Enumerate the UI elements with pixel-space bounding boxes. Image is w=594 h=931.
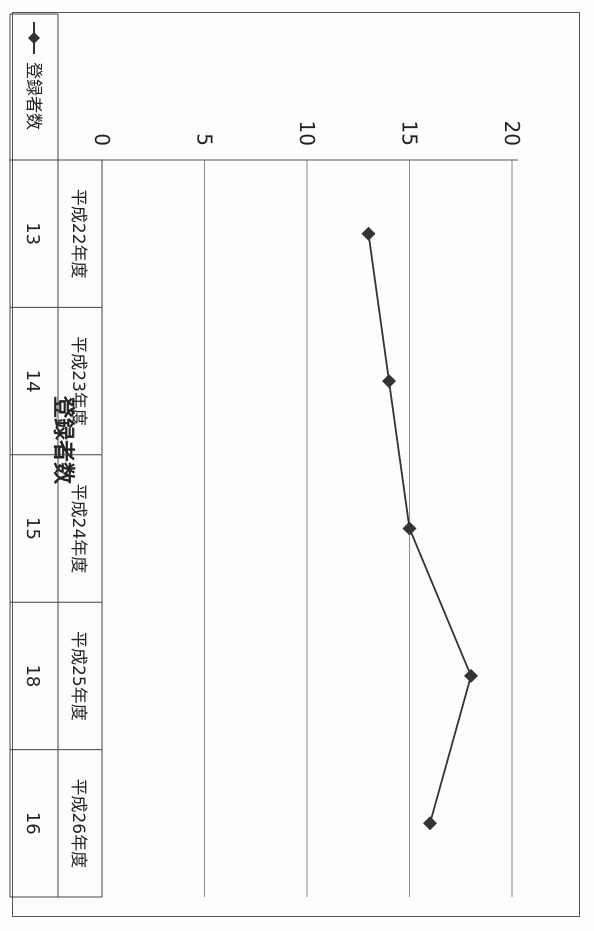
legend-marker xyxy=(28,32,40,44)
category-label: 平成22年度 xyxy=(68,189,88,279)
category-label: 平成23年度 xyxy=(68,336,88,426)
data-table-value: 18 xyxy=(22,664,43,687)
data-point-marker xyxy=(382,374,396,389)
data-point-marker xyxy=(361,226,376,241)
legend-label: 登録者数 xyxy=(23,62,43,130)
chart-title: 登録者数 xyxy=(50,395,76,485)
data-point-marker xyxy=(423,816,437,831)
y-tick-label: 15 xyxy=(398,121,422,146)
category-label: 平成25年度 xyxy=(68,631,88,721)
data-table-value: 16 xyxy=(22,812,43,835)
chart-frame xyxy=(12,12,580,917)
data-table-value: 13 xyxy=(22,222,43,245)
y-axis-ticks: 0 5 10 15 20 xyxy=(90,121,524,146)
y-tick-label: 10 xyxy=(295,121,319,146)
series-line xyxy=(367,233,472,824)
data-point-marker xyxy=(402,521,417,536)
category-label: 平成26年度 xyxy=(68,778,88,868)
data-point-marker xyxy=(464,668,478,683)
y-tick-label: 5 xyxy=(193,133,217,146)
y-tick-label: 0 xyxy=(90,133,114,146)
y-tick-label: 20 xyxy=(500,121,524,146)
gridlines xyxy=(102,159,518,897)
category-label: 平成24年度 xyxy=(68,484,88,574)
data-table-value: 15 xyxy=(22,517,43,540)
series-lines xyxy=(361,226,478,831)
data-table-value: 14 xyxy=(22,370,43,393)
